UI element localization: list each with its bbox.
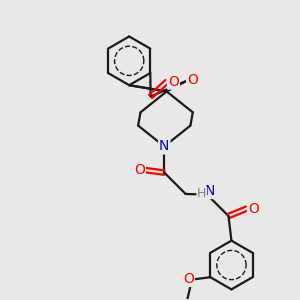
Text: O: O [134, 163, 145, 177]
Text: N: N [159, 140, 169, 153]
Text: O: O [183, 272, 194, 286]
Text: N: N [204, 184, 214, 198]
Text: O: O [187, 73, 198, 87]
Text: H: H [197, 187, 206, 200]
Text: O: O [248, 202, 259, 216]
Text: O: O [168, 75, 179, 88]
